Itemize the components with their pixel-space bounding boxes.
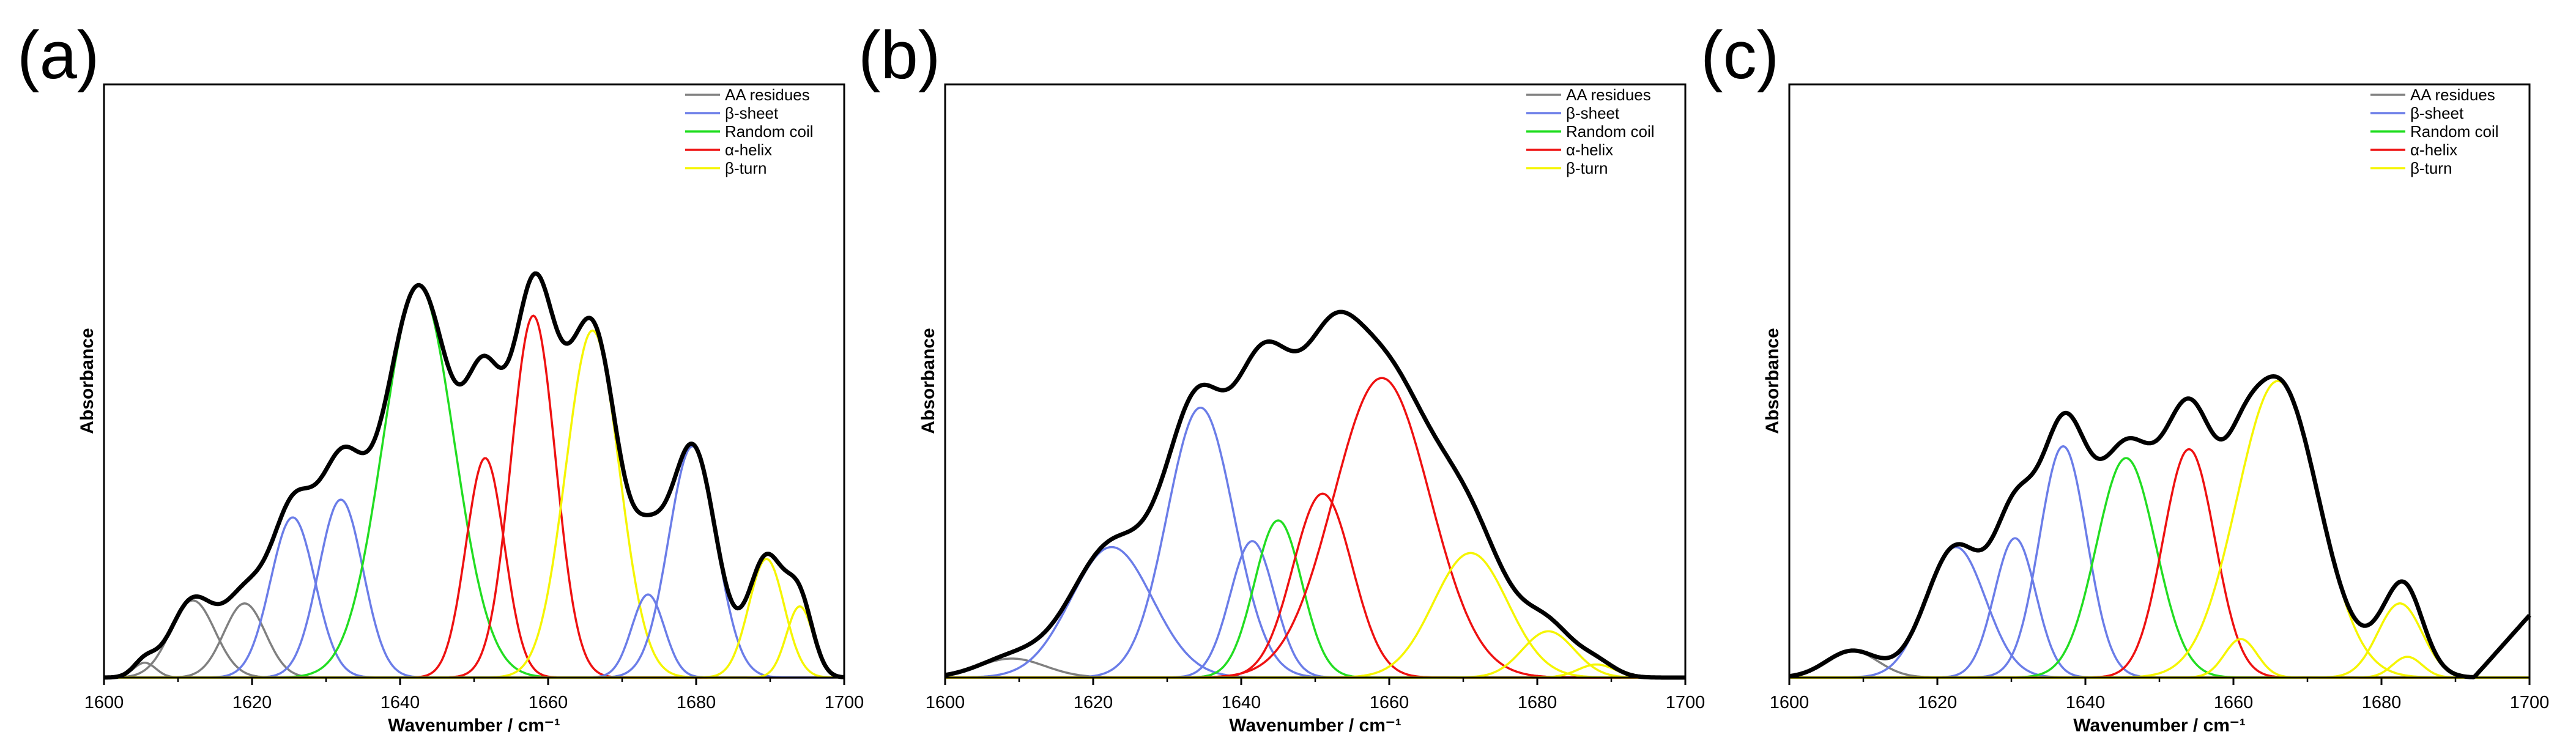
y-axis-title: Absorbance — [77, 328, 97, 434]
legend-label-beta-turn: β-turn — [1566, 159, 1608, 177]
component-curve-alpha-helix-7 — [104, 457, 844, 679]
component-curves — [945, 377, 1685, 679]
x-tick-label: 1660 — [2214, 693, 2254, 712]
x-tick-label: 1700 — [825, 693, 864, 712]
component-curve-beta-turn-8 — [1789, 380, 2530, 679]
x-axis: 1600 1620 1640 1660 1680 1700 — [926, 678, 1706, 712]
x-tick-label: 1640 — [380, 693, 420, 712]
x-axis-title: Wavenumber / cm⁻¹ — [388, 715, 560, 736]
x-tick-label: 1620 — [1074, 693, 1113, 712]
legend-label-random-coil: Random coil — [1566, 122, 1655, 141]
legend-label-beta-turn: β-turn — [725, 159, 766, 177]
component-curve-aa-residues-1 — [104, 662, 844, 679]
panel-label: (c) — [1701, 18, 1779, 93]
legend-label-aa-residues: AA residues — [725, 86, 810, 104]
chart-panel-3: (c) 1600 1620 1640 1660 1680 1700 Wavenumber / … — [1701, 18, 2549, 736]
legend-label-beta-sheet: β-sheet — [1566, 104, 1620, 122]
legend-label-beta-turn: β-turn — [2410, 159, 2452, 177]
legend-label-beta-sheet: β-sheet — [725, 104, 779, 122]
legend-label-aa-residues: AA residues — [1566, 86, 1651, 104]
component-curve-random-coil-5 — [1789, 457, 2530, 679]
x-tick-label: 1680 — [1518, 693, 1557, 712]
x-tick-label: 1620 — [232, 693, 272, 712]
x-tick-label: 1600 — [84, 693, 124, 712]
x-tick-label: 1700 — [2510, 693, 2550, 712]
component-curve-beta-turn-12 — [104, 558, 844, 679]
x-tick-label: 1620 — [1918, 693, 1958, 712]
legend-label-alpha-helix: α-helix — [1566, 141, 1613, 159]
component-curves — [103, 285, 845, 679]
panel-label: (b) — [858, 18, 940, 93]
envelope-curve — [103, 271, 845, 680]
x-tick-label: 1680 — [2362, 693, 2402, 712]
component-curve-random-coil-6 — [104, 285, 844, 679]
legend-label-beta-sheet: β-sheet — [2410, 104, 2464, 122]
chart-panel-1: (a) 1600 1620 1640 1660 1680 1700 Wavenumber / … — [17, 18, 864, 736]
legend-label-alpha-helix: α-helix — [2410, 141, 2457, 159]
x-axis-title: Wavenumber / cm⁻¹ — [2073, 715, 2245, 736]
component-curve-random-coil-5 — [945, 519, 1685, 679]
x-tick-label: 1600 — [1770, 693, 1810, 712]
panel-label: (a) — [17, 18, 99, 93]
component-curves — [1789, 380, 2530, 679]
legend-label-alpha-helix: α-helix — [725, 141, 772, 159]
x-tick-label: 1680 — [677, 693, 716, 712]
y-axis-title: Absorbance — [1762, 328, 1783, 434]
x-tick-label: 1700 — [1666, 693, 1706, 712]
component-curve-beta-sheet-3 — [945, 407, 1685, 679]
component-curve-alpha-helix-6 — [1789, 448, 2530, 679]
component-curve-beta-sheet-2 — [945, 545, 1685, 679]
x-tick-label: 1600 — [926, 693, 965, 712]
y-axis-title: Absorbance — [918, 328, 938, 434]
x-axis-title: Wavenumber / cm⁻¹ — [1229, 715, 1401, 736]
legend-label-random-coil: Random coil — [725, 122, 814, 141]
envelope-curve — [1788, 374, 2531, 679]
legend-label-aa-residues: AA residues — [2410, 86, 2495, 104]
x-tick-label: 1640 — [2066, 693, 2106, 712]
x-tick-label: 1660 — [1370, 693, 1409, 712]
component-curve-beta-turn-10 — [1789, 656, 2530, 679]
envelope-curve — [944, 309, 1687, 680]
chart-panel-2: (b) 1600 1620 1640 1660 1680 1700 Wavenumber / … — [858, 18, 1705, 736]
x-axis: 1600 1620 1640 1660 1680 1700 — [1770, 678, 2550, 712]
x-tick-label: 1660 — [529, 693, 568, 712]
legend-label-random-coil: Random coil — [2410, 122, 2499, 141]
component-curve-beta-sheet-4 — [104, 516, 844, 679]
x-axis: 1600 1620 1640 1660 1680 1700 — [84, 678, 864, 712]
x-tick-label: 1640 — [1222, 693, 1261, 712]
